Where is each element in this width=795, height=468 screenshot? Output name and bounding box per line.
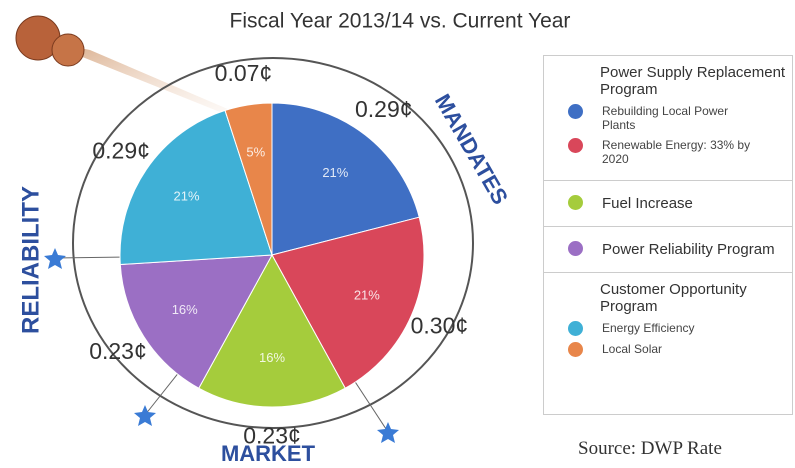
source: Source: DWP Rate xyxy=(578,438,722,459)
ring-label: RELIABILITY xyxy=(17,186,44,334)
legend-swatch xyxy=(568,241,583,256)
penny xyxy=(51,33,85,67)
pie-slice xyxy=(271,216,425,389)
star xyxy=(377,422,399,443)
legend-entry: Power Reliability Program xyxy=(556,241,786,258)
legend-label: Rebuilding Local Power Plants xyxy=(602,104,729,132)
cost-label: 0.29¢ xyxy=(355,96,413,122)
cost-label: 0.07¢ xyxy=(215,60,273,86)
legend-group-title: Power Supply Replacement Program xyxy=(600,64,786,98)
cost-label: 0.23¢ xyxy=(243,422,301,448)
slice-label: 21% xyxy=(322,165,348,180)
slice-label: 21% xyxy=(173,188,199,203)
slice-label: 21% xyxy=(354,287,380,302)
slice-label: 16% xyxy=(259,350,285,365)
legend-entry: Rebuilding Local Power Plants xyxy=(556,104,786,132)
legend-label: Energy Efficiency xyxy=(602,321,695,335)
legend-swatch xyxy=(568,342,583,357)
pie-slice xyxy=(198,253,346,408)
legend-entry: Renewable Energy: 33% by 2020 xyxy=(556,138,786,166)
pie-slice xyxy=(271,102,420,256)
legend-group: Customer Opportunity Program Energy Effic… xyxy=(544,273,792,371)
slice-label: 16% xyxy=(172,302,198,317)
pie-slice xyxy=(224,102,273,256)
legend-entry: Local Solar xyxy=(556,342,786,357)
slice-label: 5% xyxy=(246,144,265,159)
cone xyxy=(40,40,240,120)
ring-label: MANDATES xyxy=(430,90,513,209)
ring xyxy=(72,57,474,429)
legend-label: Fuel Increase xyxy=(602,195,693,212)
legend-swatch xyxy=(568,195,583,210)
legend-swatch xyxy=(568,104,583,119)
ring-label: MARKET xyxy=(221,441,316,466)
legend-label: Renewable Energy: 33% by 2020 xyxy=(602,138,751,166)
legend-swatch xyxy=(568,138,583,153)
legend-entry: Energy Efficiency xyxy=(556,321,786,336)
legend-group: Fuel Increase xyxy=(544,181,792,227)
legend-label: Local Solar xyxy=(602,342,663,356)
legend-label: Power Reliability Program xyxy=(602,241,775,258)
cost-label: 0.30¢ xyxy=(411,313,469,339)
legend-entry: Fuel Increase xyxy=(556,195,786,212)
legend: Power Supply Replacement Program Rebuildi… xyxy=(543,55,793,415)
star xyxy=(44,248,66,269)
cost-label: 0.29¢ xyxy=(92,138,150,164)
star xyxy=(134,405,156,426)
pie-slice xyxy=(119,109,273,266)
legend-group-title: Customer Opportunity Program xyxy=(600,281,747,315)
chart-title: Fiscal Year 2013/14 vs. Current Year xyxy=(230,10,571,33)
legend-swatch xyxy=(568,321,583,336)
legend-group: Power Reliability Program xyxy=(544,227,792,273)
cost-label: 0.23¢ xyxy=(89,338,147,364)
pie-slice xyxy=(119,254,273,389)
legend-group: Power Supply Replacement Program Rebuildi… xyxy=(544,56,792,181)
